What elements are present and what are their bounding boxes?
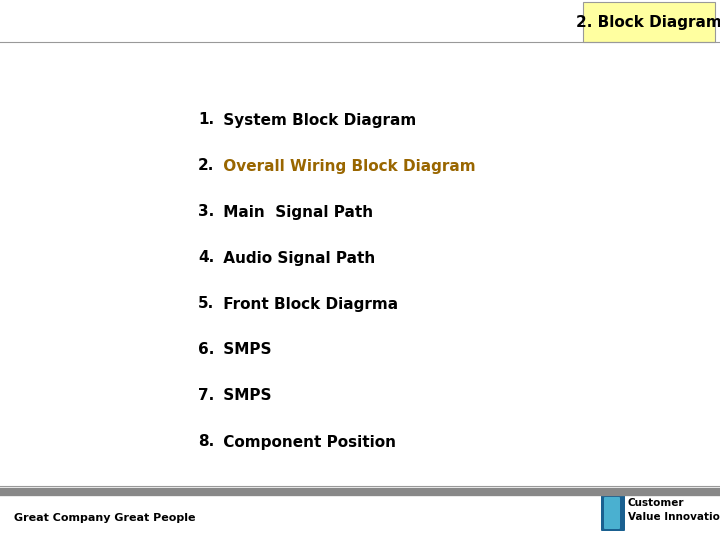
- Text: SMPS: SMPS: [218, 342, 271, 357]
- FancyBboxPatch shape: [601, 495, 625, 531]
- Text: 4.: 4.: [198, 251, 215, 266]
- Text: Component Position: Component Position: [218, 435, 396, 449]
- FancyBboxPatch shape: [604, 497, 620, 529]
- Text: Overall Wiring Block Diagram: Overall Wiring Block Diagram: [218, 159, 476, 173]
- Text: 1.: 1.: [198, 112, 214, 127]
- FancyBboxPatch shape: [583, 2, 715, 42]
- Text: 7.: 7.: [198, 388, 215, 403]
- Text: SMPS: SMPS: [218, 388, 271, 403]
- Text: 6.: 6.: [198, 342, 215, 357]
- Text: Main  Signal Path: Main Signal Path: [218, 205, 373, 219]
- Text: Front Block Diagrma: Front Block Diagrma: [218, 296, 398, 312]
- Text: 2.: 2.: [198, 159, 215, 173]
- Text: Great Company Great People: Great Company Great People: [14, 513, 196, 523]
- Text: 3.: 3.: [198, 205, 215, 219]
- Text: 2. Block Diagram: 2. Block Diagram: [576, 15, 720, 30]
- Text: Audio Signal Path: Audio Signal Path: [218, 251, 375, 266]
- Text: 8.: 8.: [198, 435, 215, 449]
- Text: System Block Diagram: System Block Diagram: [218, 112, 416, 127]
- Text: 5.: 5.: [198, 296, 215, 312]
- Text: Customer
Value Innovation: Customer Value Innovation: [628, 498, 720, 522]
